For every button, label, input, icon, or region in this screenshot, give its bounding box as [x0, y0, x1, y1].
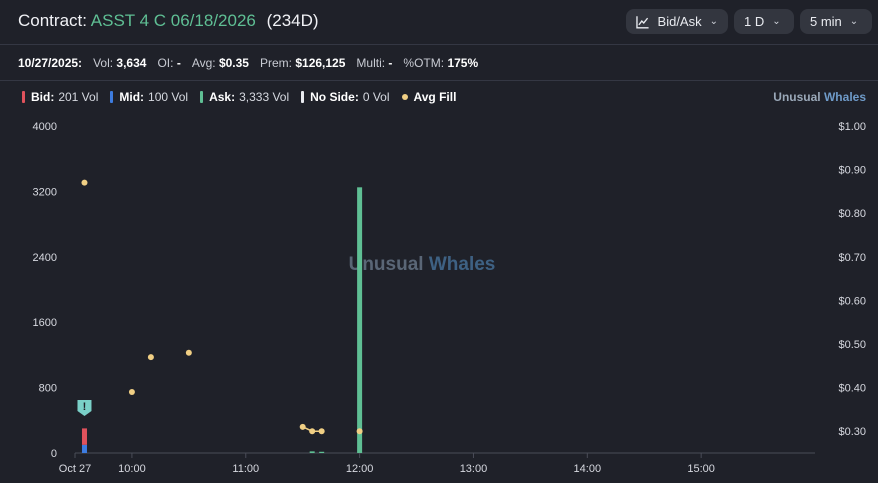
chart-legend: Bid: 201 Vol Mid: 100 Vol Ask: 3,333 Vol…: [22, 90, 472, 104]
y-right-tick-label: $0.90: [838, 165, 866, 177]
y-right-tick-label: $1.00: [838, 121, 866, 133]
ask-swatch: [200, 91, 204, 103]
legend-noside[interactable]: No Side: 0 Vol: [301, 90, 390, 104]
avgfill-swatch: [401, 94, 408, 100]
y-left-tick-label: 1600: [33, 317, 57, 329]
chart-mode-dropdown[interactable]: Bid/Ask ⌄: [626, 9, 728, 34]
days-to-expiry: (234D): [266, 11, 319, 30]
interval-dropdown[interactable]: 5 min ⌄: [800, 9, 872, 34]
avg-fill-point: [318, 428, 325, 435]
interval-label: 5 min: [810, 14, 842, 29]
y-left-tick-label: 2400: [33, 252, 57, 264]
avg-fill-point: [147, 354, 154, 361]
bid-volume-bar: [81, 428, 87, 445]
brand-label: Unusual Whales: [773, 90, 866, 104]
avg-fill-point: [185, 349, 192, 356]
y-left-tick-label: 800: [39, 383, 57, 395]
oi-label: OI:: [157, 55, 174, 70]
svg-text:!: !: [83, 401, 87, 413]
stats-bar: 10/27/2025: Vol: 3,634 OI: - Avg: $0.35 …: [0, 45, 878, 81]
mid-swatch: [110, 91, 114, 103]
prem-label: Prem:: [259, 55, 292, 70]
brand-part1: Unusual: [773, 90, 821, 104]
contract-title: Contract: ASST 4 C 06/18/2026 (234D): [18, 11, 319, 31]
ask-volume-bar: [309, 451, 315, 453]
avg-fill-point: [128, 388, 135, 395]
bid-swatch: [22, 91, 25, 103]
multi-label: Multi:: [356, 55, 386, 70]
avg-label: Avg:: [191, 55, 216, 70]
legend-ask-value: 3,333 Vol: [239, 90, 290, 104]
legend-mid[interactable]: Mid: 100 Vol: [110, 90, 188, 104]
legend-avgfill[interactable]: Avg Fill: [401, 90, 461, 104]
legend-bid-value: 201 Vol: [58, 90, 99, 104]
range-dropdown[interactable]: 1 D ⌄: [734, 9, 794, 34]
y-right-tick-label: $0.30: [838, 426, 866, 438]
legend-ask-label: Ask:: [209, 90, 236, 104]
chevron-down-icon: ⌄: [709, 16, 718, 27]
legend-avgfill-label: Avg Fill: [413, 90, 457, 104]
contract-header: Contract: ASST 4 C 06/18/2026 (234D) Bid…: [0, 0, 878, 45]
legend-noside-label: No Side:: [310, 90, 359, 104]
alert-flag-icon[interactable]: !: [77, 400, 92, 416]
legend-bid-label: Bid:: [31, 90, 55, 104]
vol-value: 3,634: [116, 55, 147, 70]
volume-chart: Unusual Whales 0 800 1600 2400 3200 4000 $0.30 $…: [33, 121, 866, 475]
ask-volume-bar: [319, 451, 325, 453]
stats-date: 10/27/2025:: [18, 55, 83, 70]
chart-watermark: Unusual Whales: [349, 254, 496, 275]
ask-volume-bar: [357, 187, 363, 453]
x-tick-label: 14:00: [574, 463, 602, 475]
y-right-tick-label: $0.60: [838, 295, 866, 307]
contract-symbol[interactable]: ASST 4 C 06/18/2026: [90, 11, 256, 30]
noside-swatch: [301, 91, 305, 103]
y-right-tick-label: $0.50: [838, 339, 866, 351]
chevron-down-icon: ⌄: [849, 16, 859, 27]
y-left-tick-label: 0: [51, 448, 57, 460]
y-right-tick-label: $0.40: [838, 383, 866, 395]
x-tick-label: 10:00: [118, 463, 146, 475]
mid-volume-bar: [81, 444, 87, 453]
legend-mid-value: 100 Vol: [148, 90, 189, 104]
x-tick-label: 11:00: [232, 463, 259, 475]
line-chart-icon: [636, 15, 649, 28]
otm-label: %OTM:: [403, 55, 445, 70]
y-left-tick-label: 3200: [33, 186, 57, 198]
x-tick-label: 12:00: [346, 463, 374, 475]
y-right-tick-label: $0.70: [838, 252, 866, 264]
brand-part2: Whales: [823, 90, 866, 104]
avg-fill-point: [81, 179, 88, 186]
x-tick-label: Oct 27: [59, 463, 91, 475]
legend-ask[interactable]: Ask: 3,333 Vol: [200, 90, 289, 104]
y-left-tick-label: 4000: [33, 121, 57, 133]
avg-fill-point: [356, 428, 363, 435]
avg-fill-point: [309, 428, 316, 435]
avg-value: $0.35: [218, 55, 249, 70]
prem-value: $126,125: [295, 55, 346, 70]
vol-label: Vol:: [93, 55, 114, 70]
legend-bid[interactable]: Bid: 201 Vol: [22, 90, 98, 104]
chevron-down-icon: ⌄: [772, 16, 781, 27]
legend-noside-value: 0 Vol: [362, 90, 390, 104]
x-tick-label: 13:00: [460, 463, 488, 475]
contract-label: Contract:: [18, 11, 87, 30]
legend-mid-label: Mid:: [119, 90, 145, 104]
y-right-tick-label: $0.80: [838, 208, 866, 220]
avg-fill-point: [299, 423, 306, 430]
x-tick-label: 15:00: [687, 463, 715, 475]
otm-value: 175%: [447, 55, 479, 70]
chart-mode-label: Bid/Ask: [657, 14, 702, 29]
chart-controls: Bid/Ask ⌄ 1 D ⌄ 5 min ⌄: [626, 9, 872, 34]
oi-value: -: [176, 55, 181, 70]
multi-value: -: [388, 55, 393, 70]
range-label: 1 D: [744, 14, 765, 29]
